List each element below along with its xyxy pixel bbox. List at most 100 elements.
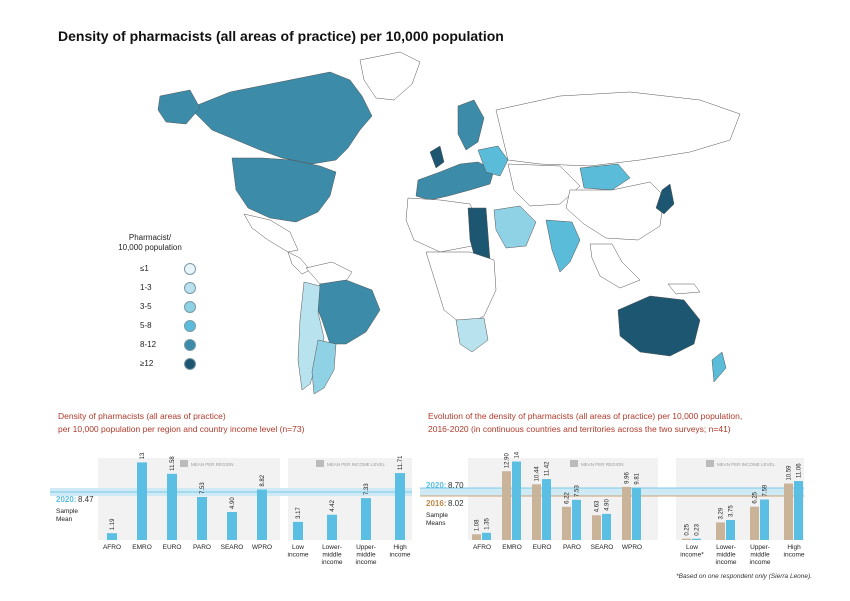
region-icon — [180, 460, 188, 467]
category-label: Upper-middle income — [750, 544, 771, 566]
bar — [167, 473, 177, 540]
map-alaska — [157, 89, 201, 125]
bar-2020 — [602, 513, 611, 540]
bar — [293, 521, 303, 540]
right-income-legend-text: MEAN PER INCOME LEVEL — [717, 462, 776, 467]
category-label: Low income — [288, 544, 309, 559]
map-venezuela — [305, 261, 353, 285]
map-mexico — [243, 213, 299, 253]
map-legend: Pharmacist/ 10,000 population ≤1 1-3 3-5 5-… — [100, 233, 200, 373]
category-label: PARO — [563, 544, 581, 551]
bar-2016 — [502, 471, 511, 540]
world-map — [157, 51, 741, 395]
bar-value-label: 4.90 — [605, 499, 611, 511]
category-label: WPRO — [252, 544, 272, 551]
left-bar-chart: MEAN PER REGION MEAN PER INCOME LEVEL 20… — [50, 452, 412, 566]
category-label: PARO — [193, 544, 211, 551]
bar-value-label: 6.25 — [753, 491, 759, 503]
bar — [257, 489, 267, 540]
right-mean-2016-value: 8.02 — [448, 499, 464, 508]
legend-title-line1: Pharmacist/ — [128, 233, 172, 242]
bar-value-label: 9.96 — [625, 472, 631, 484]
bar-value-label: 14.71 — [515, 452, 521, 459]
category-label: AFRO — [473, 544, 491, 551]
legend-item: 3-5 — [100, 297, 200, 316]
map-newzealand — [711, 351, 727, 383]
legend-title-line2: 10,000 population — [118, 243, 182, 252]
bar-value-label: 6.22 — [565, 491, 571, 503]
left-mean-label-2: Mean — [56, 516, 73, 523]
right-mean-2020-value: 8.70 — [448, 481, 464, 490]
map-se-asia — [589, 243, 641, 289]
left-mean-label-1: Sample — [56, 508, 78, 515]
map-canada — [189, 71, 373, 165]
bar-value-label: 0.25 — [685, 523, 691, 535]
category-label: AFRO — [103, 544, 121, 551]
bar-2020 — [632, 487, 641, 540]
legend-swatch — [184, 281, 196, 294]
left-subtitle-line1: Density of pharmacists (all areas of pra… — [58, 411, 226, 421]
bar-value-label: 9.81 — [635, 472, 641, 484]
bar — [361, 498, 371, 540]
bar-2020 — [692, 538, 701, 540]
right-mean-2016-year: 2016: — [426, 499, 446, 508]
bar-2016 — [472, 534, 481, 540]
right-region-legend-text: MEAN PER REGION — [581, 462, 624, 467]
bar-value-label: 7.33 — [364, 483, 370, 495]
map-china — [565, 181, 665, 241]
map-mideast — [493, 205, 537, 249]
right-subtitle: Evolution of the density of pharmacists … — [428, 410, 742, 436]
category-label: EURO — [163, 544, 182, 551]
page-title: Density of pharmacists (all areas of pra… — [58, 28, 504, 44]
map-central-africa — [425, 251, 497, 327]
left-mean-year: 2020: — [56, 495, 76, 504]
right-subtitle-line1: Evolution of the density of pharmacists … — [428, 411, 743, 421]
bar-value-label: 13.58 — [140, 452, 146, 459]
right-mean-band — [420, 488, 804, 496]
legend-item: 1-3 — [100, 278, 200, 297]
bar-2016 — [750, 506, 759, 540]
legend-item: ≤1 — [100, 259, 200, 278]
category-label: High income — [390, 544, 411, 559]
category-label: Lower-middle income — [322, 544, 343, 566]
bar-value-label: 1.19 — [110, 518, 116, 530]
bar-2016 — [532, 484, 541, 540]
bar-2020 — [760, 499, 769, 540]
bar-2016 — [784, 483, 793, 540]
legend-item: 8-12 — [100, 335, 200, 354]
right-region-icon-label: MEAN PER REGION — [570, 460, 624, 467]
bar-value-label: 4.42 — [330, 499, 336, 511]
map-europe-west — [415, 161, 495, 201]
bar-value-label: 0.23 — [695, 523, 701, 535]
category-label: High income — [784, 544, 805, 559]
map-png — [667, 283, 701, 295]
legend-item-label: 5-8 — [140, 321, 152, 330]
right-mean-label-1: Sample — [426, 512, 448, 519]
bar-2020 — [794, 481, 803, 540]
category-label: SEARO — [591, 544, 614, 551]
left-region-legend-text: MEAN PER REGION — [191, 462, 234, 467]
map-europe-east — [477, 145, 509, 177]
map-south-africa — [455, 317, 489, 353]
legend-swatch — [184, 357, 196, 370]
legend-item-label: 1-3 — [140, 283, 152, 292]
bar-value-label: 7.59 — [763, 484, 769, 496]
bar-value-label: 3.29 — [719, 507, 725, 519]
legend-item-label: 8-12 — [140, 340, 157, 349]
map-usa — [231, 157, 337, 223]
map-argentina — [311, 339, 337, 395]
right-mean-label-2: Means — [426, 520, 446, 527]
bar-value-label: 1.35 — [485, 517, 491, 529]
category-label: SEARO — [221, 544, 244, 551]
map-russia — [495, 91, 741, 167]
bar — [227, 512, 237, 540]
bar-2020 — [542, 479, 551, 540]
bar-value-label: 10.59 — [787, 465, 793, 481]
bar-2016 — [562, 506, 571, 540]
legend-swatch — [184, 300, 196, 313]
bar-value-label: 7.53 — [200, 482, 206, 494]
map-india — [545, 219, 581, 273]
right-bar-chart: MEAN PER REGION MEAN PER INCOME LEVEL 20… — [420, 452, 805, 566]
category-label: EMRO — [132, 544, 152, 551]
left-income-icon-label: MEAN PER INCOME LEVEL — [316, 460, 386, 467]
